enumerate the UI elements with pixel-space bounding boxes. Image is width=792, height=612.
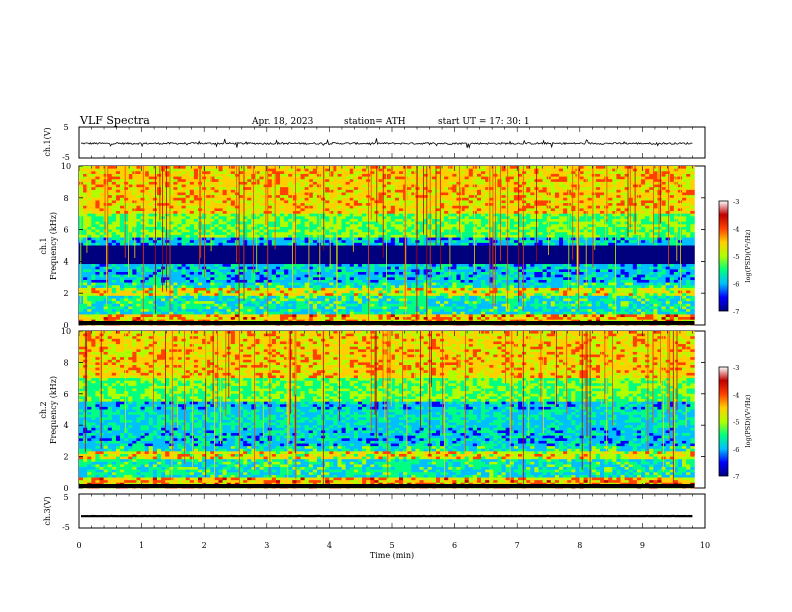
ytick-label: 0 <box>63 484 68 493</box>
ch1-spectrogram-ylabel-channel: ch.1 <box>39 237 48 254</box>
ch2-colorbar-label: log(PSD)(V²/Hz) <box>744 394 752 447</box>
colorbar-tick-label: -3 <box>733 198 739 206</box>
colorbar-tick-label: -5 <box>733 253 739 261</box>
ytick-label: 6 <box>63 390 68 399</box>
ch3-waveform-frame <box>79 494 705 528</box>
ch3-ytick-bottom: -5 <box>62 523 70 532</box>
time-tick-label: 0 <box>76 541 81 550</box>
ytick-label: 2 <box>63 453 68 462</box>
ch1-ytick-top: 5 <box>63 123 68 132</box>
ytick-label: 4 <box>63 257 68 266</box>
date-label: Apr. 18, 2023 <box>251 117 314 127</box>
time-tick-label: 3 <box>264 541 269 550</box>
ch1-colorbar: -3 -4 -5 -6 -7 log(PSD)(V²/Hz) <box>719 198 752 316</box>
figure-title: VLF Spectra <box>79 114 150 127</box>
colorbar-tick-label: -5 <box>733 419 739 427</box>
time-tick-label: 5 <box>389 541 394 550</box>
colorbar-tick-label: -4 <box>733 391 739 399</box>
ch1-ytick-bottom: -5 <box>62 153 70 162</box>
time-tick-label: 1 <box>139 541 144 550</box>
time-tick-label: 7 <box>515 541 520 550</box>
ch2-spectrogram-panel: 0 2 4 6 8 10 ch.2 Frequency (kHz) <box>39 327 705 493</box>
ch2-spectrogram-ylabel-freq: Frequency (kHz) <box>49 376 58 444</box>
ch3-waveform-panel: 5 -5 ch.3(V) <box>43 493 705 532</box>
time-tick-label: 8 <box>577 541 582 550</box>
colorbar-tick-label: -7 <box>733 308 739 316</box>
ch3-waveform-ylabel: ch.3(V) <box>43 496 52 525</box>
ch1-waveform-ylabel: ch.1(V) <box>43 127 52 156</box>
ytick-label: 10 <box>61 327 71 336</box>
station-label: station= ATH <box>344 117 406 127</box>
ch1-colorbar-label: log(PSD)(V²/Hz) <box>744 229 752 282</box>
time-tick-label: 4 <box>327 541 332 550</box>
ch2-colorbar-gradient <box>719 367 728 476</box>
ch1-colorbar-gradient <box>719 201 728 311</box>
time-tick-label: 2 <box>202 541 207 550</box>
ch1-waveform-panel: 5 -5 ch.1(V) <box>43 123 705 162</box>
ytick-label: 8 <box>63 358 68 367</box>
colorbar-tick-label: -6 <box>733 446 739 454</box>
colorbar-tick-label: -3 <box>733 364 739 372</box>
ch2-colorbar: -3 -4 -5 -6 -7 log(PSD)(V²/Hz) <box>719 364 752 481</box>
ytick-label: 6 <box>63 226 68 235</box>
colorbar-tick-label: -6 <box>733 281 739 289</box>
ytick-label: 2 <box>63 289 68 298</box>
time-tick-label: 9 <box>640 541 645 550</box>
ch2-spectrogram-ylabel-channel: ch.2 <box>39 401 48 418</box>
ch1-waveform-trace <box>81 138 692 147</box>
ch1-spectrogram-ylabel-freq: Frequency (kHz) <box>49 212 58 280</box>
ytick-label: 4 <box>63 421 68 430</box>
ch3-ytick-top: 5 <box>63 493 68 502</box>
vlf-spectra-figure: VLF Spectra Apr. 18, 2023 station= ATH s… <box>0 0 792 612</box>
ch1-spectrogram-image <box>79 166 695 325</box>
start-time-label: start UT = 17: 30: 1 <box>438 117 530 127</box>
ytick-label: 8 <box>63 194 68 203</box>
ch2-spectrogram-image <box>79 331 695 488</box>
time-axis-label: Time (min) <box>370 551 414 560</box>
time-tick-label: 10 <box>700 541 710 550</box>
time-tick-label: 6 <box>452 541 457 550</box>
colorbar-tick-label: -4 <box>733 226 739 234</box>
ytick-label: 10 <box>61 162 71 171</box>
colorbar-tick-label: -7 <box>733 473 739 481</box>
